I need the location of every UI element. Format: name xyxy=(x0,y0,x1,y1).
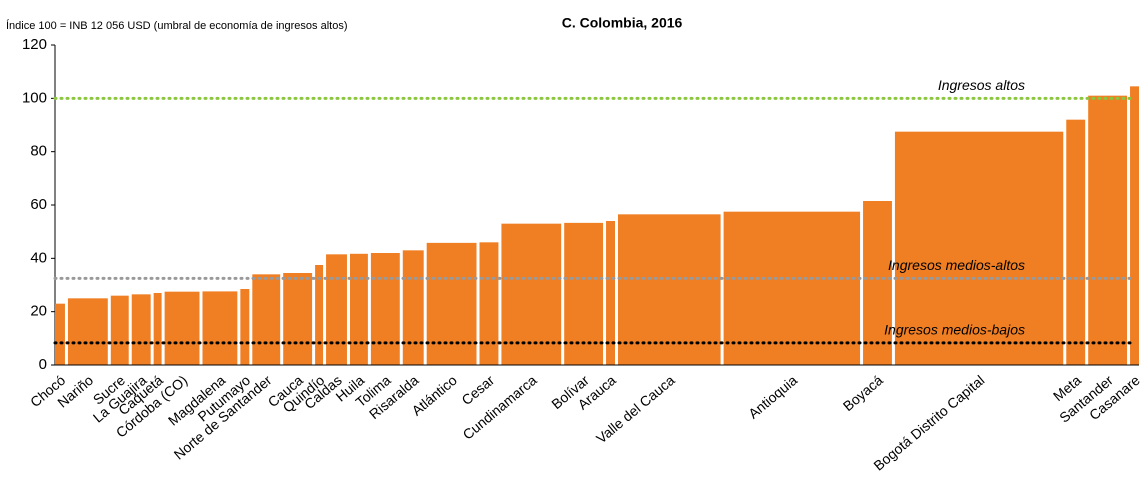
bar xyxy=(55,303,65,365)
x-tick-label: Boyacá xyxy=(840,372,886,414)
bar xyxy=(131,294,151,365)
bar xyxy=(863,201,892,365)
bar xyxy=(402,250,424,365)
y-tick-label: 20 xyxy=(30,303,47,320)
reference-label: Ingresos altos xyxy=(938,77,1025,93)
bar xyxy=(1088,95,1128,366)
x-tick-label: Cundinamarca xyxy=(460,372,540,443)
bar xyxy=(564,222,604,365)
reference-label: Ingresos medios-bajos xyxy=(884,322,1025,338)
bar xyxy=(426,242,477,365)
y-tick-label: 40 xyxy=(30,249,47,266)
bar xyxy=(479,242,499,365)
bar xyxy=(370,253,400,365)
bar xyxy=(1130,86,1139,365)
y-tick-label: 100 xyxy=(22,89,47,106)
bar xyxy=(283,273,313,365)
chart-note: Índice 100 = INB 12 056 USD (umbral de e… xyxy=(6,19,348,32)
bar xyxy=(164,291,200,365)
y-tick-label: 120 xyxy=(22,36,47,53)
bar xyxy=(240,289,250,365)
bar xyxy=(723,211,861,365)
chart-title: C. Colombia, 2016 xyxy=(562,15,683,31)
bar xyxy=(894,131,1064,365)
bar xyxy=(110,295,129,365)
bar xyxy=(315,265,324,365)
bar xyxy=(1066,119,1086,366)
y-tick-label: 80 xyxy=(30,143,47,160)
reference-label: Ingresos medios-altos xyxy=(888,257,1025,273)
bar xyxy=(618,214,721,365)
bar xyxy=(252,274,281,365)
bar xyxy=(326,254,347,365)
x-tick-label: Bogotá Distrito Capital xyxy=(870,372,987,474)
x-tick-label: Antioquia xyxy=(745,372,800,422)
bar xyxy=(202,291,238,365)
bar xyxy=(606,221,615,365)
y-tick-label: 0 xyxy=(39,356,47,373)
bar xyxy=(349,253,368,365)
bar xyxy=(153,293,162,365)
bar xyxy=(67,298,108,365)
y-tick-label: 60 xyxy=(30,196,47,213)
